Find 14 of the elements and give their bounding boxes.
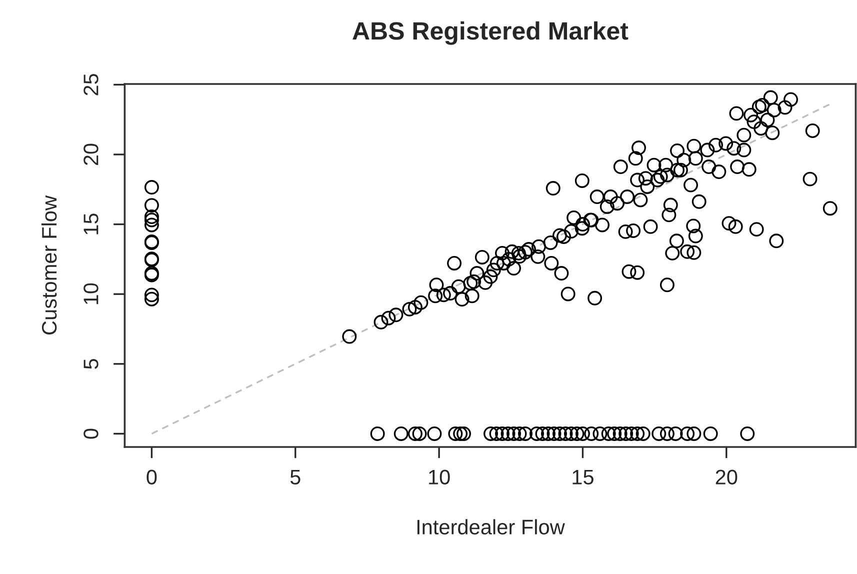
chart-title: ABS Registered Market	[352, 21, 628, 45]
x-tick-label: 10	[429, 470, 450, 484]
y-tick-label: 0	[84, 428, 98, 439]
y-tick-label: 20	[84, 144, 98, 166]
y-axis-title: Customer Flow	[41, 195, 57, 334]
y-tick-label: 25	[84, 74, 98, 96]
x-tick-label: 0	[146, 470, 157, 484]
y-tick-label: 15	[84, 214, 98, 234]
x-axis-title: Interdealer Flow	[417, 519, 565, 534]
x-tick-label: 15	[572, 470, 594, 484]
y-tick-label: 5	[84, 358, 98, 369]
y-tick-label: 10	[84, 283, 98, 304]
x-tick-label: 5	[290, 470, 300, 484]
x-tick-label: 20	[716, 470, 738, 484]
